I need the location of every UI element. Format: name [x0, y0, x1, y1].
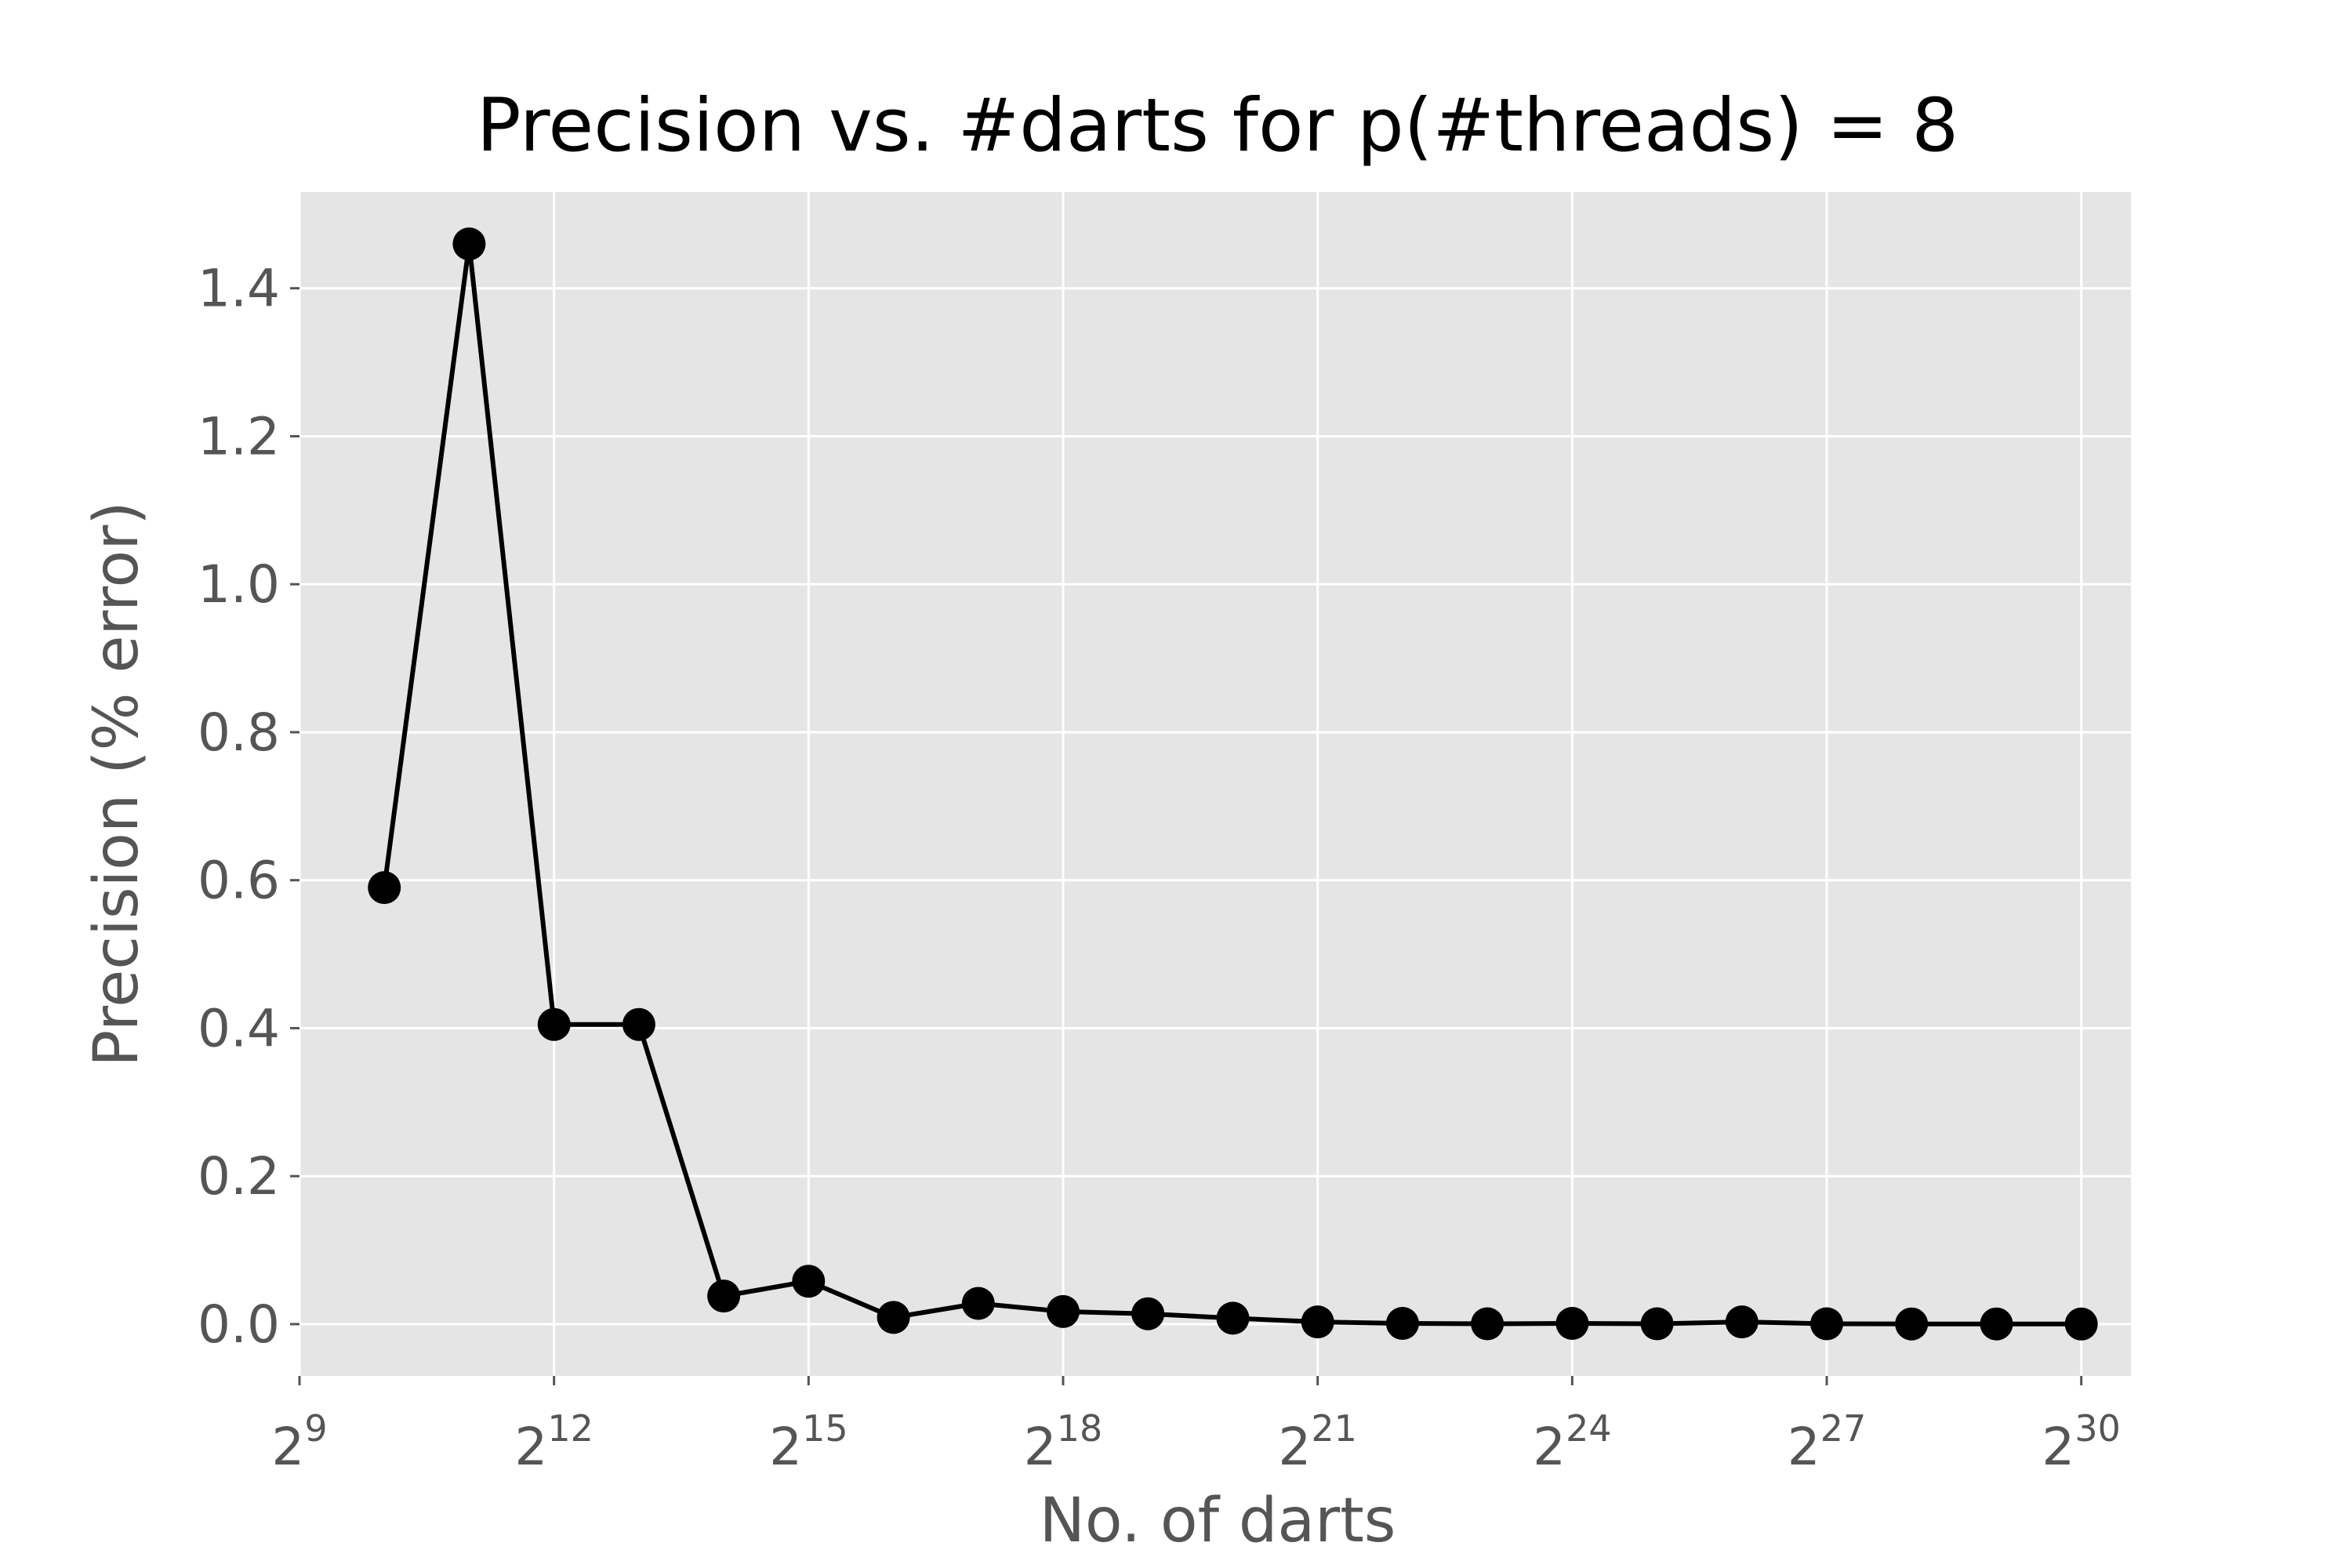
- x-tick-label: 227: [1788, 1407, 1867, 1477]
- data-point: [1047, 1294, 1080, 1328]
- data-point: [1810, 1307, 1843, 1341]
- x-tick-label: 212: [514, 1407, 593, 1477]
- data-point: [1555, 1307, 1589, 1340]
- data-point: [452, 227, 486, 261]
- y-axis-label: Precision (% error): [82, 501, 152, 1066]
- y-tick-label: 1.4: [198, 259, 280, 319]
- y-tick-label: 0.6: [198, 851, 280, 911]
- x-tick-label: 215: [769, 1407, 848, 1477]
- y-tick-label: 0.2: [198, 1146, 280, 1207]
- data-point: [1725, 1305, 1759, 1339]
- x-tick-label: 224: [1533, 1407, 1612, 1477]
- data-point: [368, 871, 401, 905]
- data-point: [877, 1301, 910, 1334]
- data-point: [1216, 1301, 1250, 1335]
- series-layer: [368, 227, 2098, 1341]
- plot-area: [299, 192, 2131, 1376]
- x-tick-label: 29: [271, 1407, 327, 1477]
- x-tick-label: 221: [1278, 1407, 1357, 1477]
- data-point: [1131, 1297, 1165, 1330]
- data-point: [961, 1287, 995, 1320]
- data-point: [1301, 1305, 1334, 1339]
- data-point: [792, 1265, 826, 1298]
- data-point: [2064, 1307, 2098, 1341]
- data-point: [1640, 1307, 1674, 1341]
- data-point: [1895, 1307, 1929, 1341]
- data-point: [707, 1279, 741, 1313]
- data-point: [622, 1007, 655, 1041]
- y-tick-label: 0.4: [198, 998, 280, 1058]
- x-tick-label: 218: [1024, 1407, 1103, 1477]
- axes: 29 212 215 218 221 224 227 230 0.0 0.2 0.4 0.6 0.8 1.…: [198, 259, 2121, 1477]
- data-point: [537, 1007, 571, 1041]
- y-tick-label: 0.0: [198, 1294, 280, 1355]
- data-point: [1385, 1307, 1419, 1340]
- y-tick-label: 1.2: [198, 406, 280, 466]
- data-point: [1980, 1307, 2013, 1341]
- y-tick-label: 1.0: [198, 554, 280, 615]
- x-tick-label: 230: [2042, 1407, 2121, 1477]
- data-point: [1471, 1307, 1504, 1341]
- y-tick-label: 0.8: [198, 702, 280, 763]
- x-axis-label: No. of darts: [1040, 1486, 1396, 1556]
- chart-title: Precision vs. #darts for p(#threads) = 8: [477, 83, 1958, 169]
- grid: [298, 192, 2131, 1376]
